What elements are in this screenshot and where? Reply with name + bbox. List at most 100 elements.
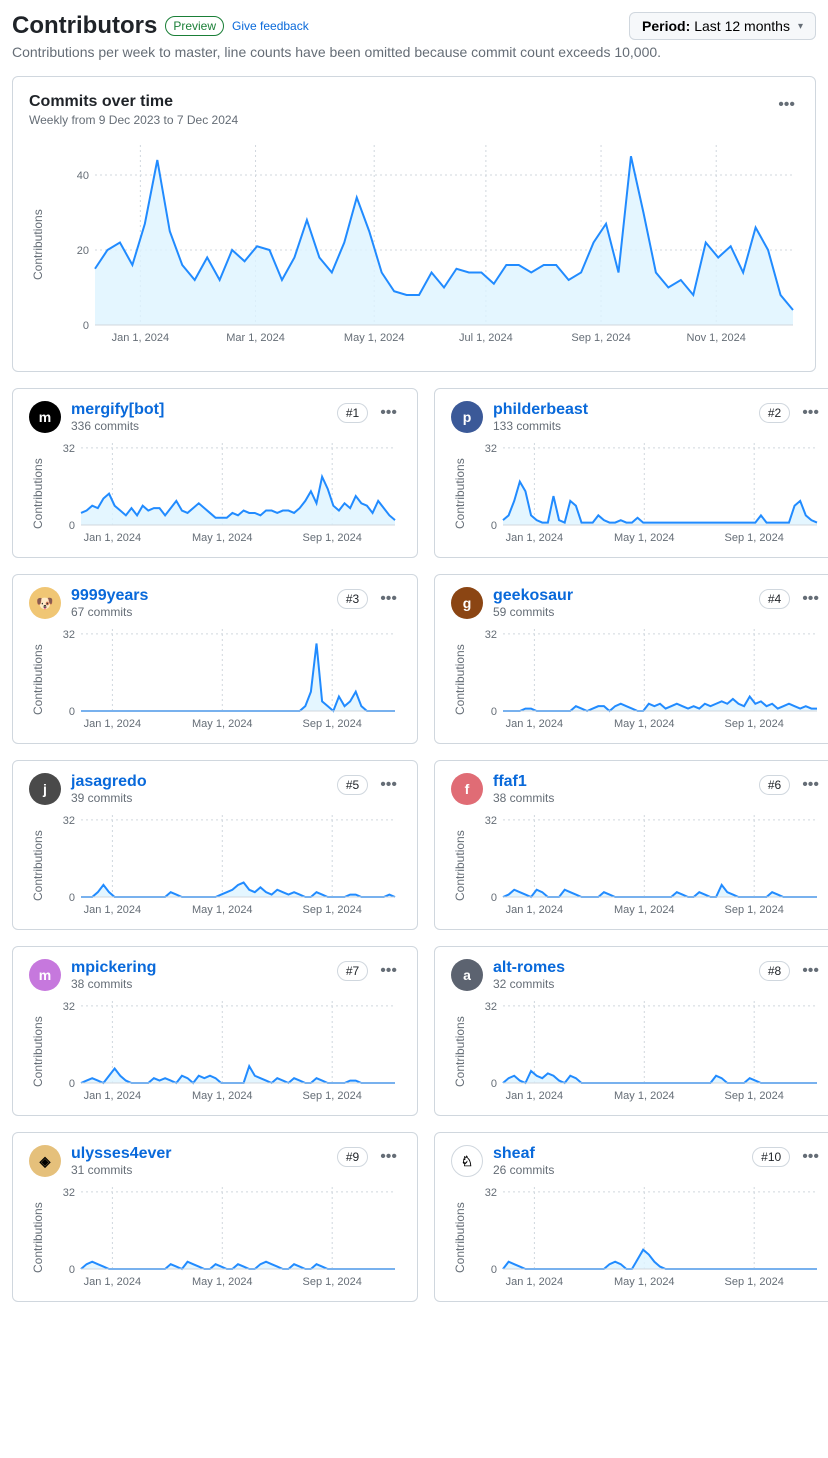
svg-text:32: 32 xyxy=(485,629,497,641)
avatar[interactable]: ♘ xyxy=(451,1145,483,1177)
avatar[interactable]: 🐶 xyxy=(29,587,61,619)
avatar[interactable]: p xyxy=(451,401,483,433)
contributor-card: j jasagredo 39 commits #5 ••• Contributi… xyxy=(12,760,418,930)
period-dropdown[interactable]: Period: Last 12 months ▾ xyxy=(629,12,816,40)
svg-text:0: 0 xyxy=(83,320,89,332)
rank-badge: #1 xyxy=(337,403,368,423)
y-axis-label: Contributions xyxy=(29,1183,47,1293)
avatar[interactable]: a xyxy=(451,959,483,991)
kebab-icon[interactable]: ••• xyxy=(376,959,401,983)
svg-text:Jan 1, 2024: Jan 1, 2024 xyxy=(84,532,141,544)
svg-text:May 1, 2024: May 1, 2024 xyxy=(344,332,405,344)
svg-text:Jan 1, 2024: Jan 1, 2024 xyxy=(84,718,141,730)
contributor-name-link[interactable]: mergify[bot] xyxy=(71,401,164,418)
svg-text:32: 32 xyxy=(485,1001,497,1013)
y-axis-label: Contributions xyxy=(451,997,469,1107)
contributor-card: ♘ sheaf 26 commits #10 ••• Contributions… xyxy=(434,1132,828,1302)
svg-text:Sep 1, 2024: Sep 1, 2024 xyxy=(303,904,362,916)
contributor-card: f ffaf1 38 commits #6 ••• Contributions … xyxy=(434,760,828,930)
contributor-name-link[interactable]: geekosaur xyxy=(493,587,573,604)
svg-text:May 1, 2024: May 1, 2024 xyxy=(192,532,253,544)
svg-text:Sep 1, 2024: Sep 1, 2024 xyxy=(303,718,362,730)
svg-text:0: 0 xyxy=(491,520,497,532)
kebab-icon[interactable]: ••• xyxy=(798,773,823,797)
kebab-icon[interactable]: ••• xyxy=(798,959,823,983)
kebab-icon[interactable]: ••• xyxy=(376,773,401,797)
avatar[interactable]: j xyxy=(29,773,61,805)
svg-text:Sep 1, 2024: Sep 1, 2024 xyxy=(725,1090,784,1102)
contributor-chart: 032Jan 1, 2024May 1, 2024Sep 1, 2024 xyxy=(47,1183,401,1293)
svg-text:Mar 1, 2024: Mar 1, 2024 xyxy=(226,332,285,344)
contributor-card: ◈ ulysses4ever 31 commits #9 ••• Contrib… xyxy=(12,1132,418,1302)
kebab-icon[interactable]: ••• xyxy=(798,401,823,425)
main-chart-subtitle: Weekly from 9 Dec 2023 to 7 Dec 2024 xyxy=(29,113,238,127)
contributor-name-link[interactable]: alt-romes xyxy=(493,959,565,976)
y-axis-label: Contributions xyxy=(29,811,47,921)
page-subtitle: Contributions per week to master, line c… xyxy=(12,44,816,60)
svg-text:0: 0 xyxy=(69,520,75,532)
contributor-name-link[interactable]: jasagredo xyxy=(71,773,147,790)
svg-text:May 1, 2024: May 1, 2024 xyxy=(614,718,675,730)
svg-text:32: 32 xyxy=(485,815,497,827)
avatar[interactable]: f xyxy=(451,773,483,805)
feedback-link[interactable]: Give feedback xyxy=(232,19,309,33)
svg-text:May 1, 2024: May 1, 2024 xyxy=(192,1090,253,1102)
svg-text:Jan 1, 2024: Jan 1, 2024 xyxy=(506,532,564,544)
svg-text:Sep 1, 2024: Sep 1, 2024 xyxy=(303,1090,362,1102)
svg-text:32: 32 xyxy=(63,1001,75,1013)
y-axis-label: Contributions xyxy=(451,625,469,735)
contributor-chart: 032Jan 1, 2024May 1, 2024Sep 1, 2024 xyxy=(469,811,823,921)
contributor-chart: 032Jan 1, 2024May 1, 2024Sep 1, 2024 xyxy=(47,811,401,921)
svg-text:Sep 1, 2024: Sep 1, 2024 xyxy=(725,718,784,730)
avatar[interactable]: m xyxy=(29,959,61,991)
kebab-icon[interactable]: ••• xyxy=(774,93,799,117)
svg-text:0: 0 xyxy=(69,706,75,718)
contributor-name-link[interactable]: ulysses4ever xyxy=(71,1145,172,1162)
contributor-name-link[interactable]: sheaf xyxy=(493,1145,535,1162)
avatar[interactable]: m xyxy=(29,401,61,433)
main-chart-panel: Commits over time Weekly from 9 Dec 2023… xyxy=(12,76,816,372)
kebab-icon[interactable]: ••• xyxy=(376,401,401,425)
contributor-chart: 032Jan 1, 2024May 1, 2024Sep 1, 2024 xyxy=(47,625,401,735)
kebab-icon[interactable]: ••• xyxy=(798,1145,823,1169)
svg-text:May 1, 2024: May 1, 2024 xyxy=(192,718,253,730)
rank-badge: #5 xyxy=(337,775,368,795)
commit-count: 38 commits xyxy=(493,791,554,805)
y-axis-label: Contributions xyxy=(29,997,47,1107)
svg-text:Jan 1, 2024: Jan 1, 2024 xyxy=(112,332,170,344)
kebab-icon[interactable]: ••• xyxy=(376,587,401,611)
svg-text:0: 0 xyxy=(69,892,75,904)
svg-text:Jan 1, 2024: Jan 1, 2024 xyxy=(506,1090,564,1102)
svg-text:40: 40 xyxy=(77,170,89,182)
svg-text:0: 0 xyxy=(491,1078,497,1090)
rank-badge: #4 xyxy=(759,589,790,609)
contributor-card: a alt-romes 32 commits #8 ••• Contributi… xyxy=(434,946,828,1116)
contributor-name-link[interactable]: mpickering xyxy=(71,959,156,976)
svg-text:0: 0 xyxy=(491,706,497,718)
contributor-card: m mpickering 38 commits #7 ••• Contribut… xyxy=(12,946,418,1116)
rank-badge: #6 xyxy=(759,775,790,795)
svg-text:May 1, 2024: May 1, 2024 xyxy=(614,1276,675,1288)
avatar[interactable]: g xyxy=(451,587,483,619)
rank-badge: #10 xyxy=(752,1147,790,1167)
contributor-name-link[interactable]: philderbeast xyxy=(493,401,588,418)
svg-text:Nov 1, 2024: Nov 1, 2024 xyxy=(687,332,746,344)
svg-text:Jan 1, 2024: Jan 1, 2024 xyxy=(506,718,564,730)
svg-text:Sep 1, 2024: Sep 1, 2024 xyxy=(303,532,362,544)
commit-count: 336 commits xyxy=(71,419,164,433)
page-title: Contributors xyxy=(12,12,157,40)
kebab-icon[interactable]: ••• xyxy=(798,587,823,611)
contributor-name-link[interactable]: ffaf1 xyxy=(493,773,527,790)
svg-text:May 1, 2024: May 1, 2024 xyxy=(614,1090,675,1102)
kebab-icon[interactable]: ••• xyxy=(376,1145,401,1169)
svg-text:32: 32 xyxy=(63,1187,75,1199)
rank-badge: #2 xyxy=(759,403,790,423)
svg-text:20: 20 xyxy=(77,245,89,257)
commit-count: 26 commits xyxy=(493,1163,554,1177)
contributor-name-link[interactable]: 9999years xyxy=(71,587,148,604)
avatar[interactable]: ◈ xyxy=(29,1145,61,1177)
y-axis-label: Contributions xyxy=(451,439,469,549)
contributor-chart: 032Jan 1, 2024May 1, 2024Sep 1, 2024 xyxy=(469,1183,823,1293)
svg-text:0: 0 xyxy=(491,892,497,904)
commit-count: 31 commits xyxy=(71,1163,172,1177)
